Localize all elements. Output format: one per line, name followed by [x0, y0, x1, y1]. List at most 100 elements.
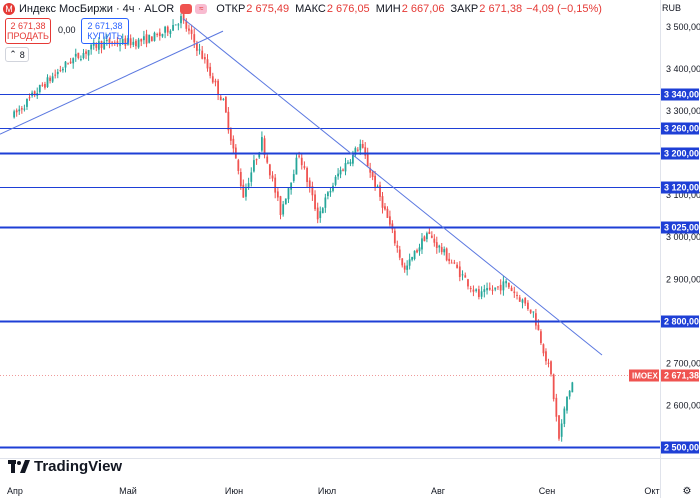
candle-body — [438, 245, 441, 248]
tradingview-logo-icon — [8, 459, 30, 473]
x-tick-label: Окт — [644, 486, 659, 496]
candle-body — [349, 161, 352, 164]
level-price-label: 3 200,00 — [664, 149, 699, 159]
candle-body — [148, 34, 151, 43]
candle-body — [435, 242, 438, 248]
candle-body — [513, 291, 516, 294]
candle-body — [552, 374, 555, 400]
candle-body — [440, 247, 443, 253]
candle-body — [268, 164, 271, 176]
candle-body — [379, 185, 381, 197]
trendline[interactable] — [0, 30, 224, 135]
candle-body — [521, 299, 524, 303]
candle-body — [209, 66, 212, 76]
candle-body — [499, 284, 502, 291]
candle-body — [384, 206, 386, 210]
candle-body — [219, 96, 222, 101]
candle-body — [87, 49, 90, 56]
candle-body — [467, 279, 469, 287]
level-price-tag — [661, 147, 699, 160]
candle-body — [79, 59, 82, 61]
candle-body — [354, 148, 357, 155]
high-value: 2 676,05 — [326, 3, 370, 15]
candle-body — [258, 152, 261, 158]
close-value: 2 671,38 — [479, 3, 523, 15]
settings-gear-icon[interactable]: ⚙ — [683, 486, 692, 497]
candle-body — [524, 297, 527, 304]
candle-body — [67, 63, 69, 65]
trendline[interactable] — [182, 18, 603, 356]
candle-body — [430, 235, 433, 238]
candle-body — [137, 39, 140, 48]
market-closed-icon[interactable]: ≈ — [195, 4, 208, 14]
candle-body — [339, 169, 342, 175]
candle-body — [198, 49, 201, 51]
candle-body — [227, 111, 230, 131]
chevron-up-icon: ⌃ — [9, 49, 17, 59]
candle-body — [461, 274, 464, 276]
candle-body — [491, 289, 494, 291]
candle-body — [180, 16, 182, 24]
candle-body — [217, 80, 219, 95]
candle-body — [140, 38, 143, 42]
level-price-tag — [661, 88, 699, 101]
change-value: −4,09 (−0,15%) — [526, 3, 602, 15]
brand-name: TradingView — [34, 458, 123, 475]
candle-body — [23, 108, 26, 110]
candle-body — [46, 77, 49, 87]
candle-body — [534, 313, 537, 326]
candle-body — [116, 41, 119, 45]
high-label: МАКС — [295, 3, 326, 15]
candle-body — [153, 32, 156, 41]
x-tick-label: Июн — [225, 486, 243, 496]
candle-body — [361, 143, 364, 148]
candle-body — [529, 309, 532, 313]
y-tick-label: 2 600,00 — [666, 400, 700, 410]
candle-body — [201, 50, 204, 59]
candle-body — [132, 41, 135, 45]
buy-label: КУПИТЬ — [87, 31, 123, 41]
candle-body — [255, 159, 258, 161]
candle-body — [571, 382, 574, 393]
candle-body — [497, 286, 499, 288]
candle-body — [295, 157, 298, 175]
candle-body — [271, 175, 274, 179]
candle-body — [540, 331, 542, 344]
candle-body — [406, 265, 409, 270]
candle-body — [150, 36, 153, 42]
candle-body — [486, 288, 488, 291]
candle-body — [408, 259, 411, 266]
buy-button[interactable]: 2 671,38 КУПИТЬ — [81, 18, 129, 44]
candle-body — [469, 288, 472, 290]
currency-selector[interactable]: RUB — [662, 3, 682, 13]
candle-body — [555, 397, 558, 417]
candle-body — [391, 223, 394, 230]
candle-body — [290, 182, 293, 190]
tradingview-logo[interactable]: TradingView — [8, 458, 122, 475]
candle-body — [156, 34, 159, 36]
candle-body — [28, 97, 31, 99]
candle-body — [82, 53, 85, 59]
symbol-title[interactable]: Индекс МосБиржи · 4ч · ALOR — [19, 3, 175, 15]
candle-body — [250, 172, 253, 182]
indicators-count: 8 — [19, 49, 25, 60]
candle-body — [494, 287, 497, 290]
y-tick-label: 3 500,00 — [666, 22, 700, 32]
sell-price: 2 671,38 — [10, 21, 46, 31]
low-label: МИН — [375, 3, 401, 15]
candle-body — [416, 250, 418, 253]
candle-body — [64, 61, 67, 68]
candle-body — [332, 185, 334, 191]
candle-body — [450, 262, 453, 264]
candle-body — [193, 34, 196, 43]
candle-body — [413, 250, 416, 260]
sell-button[interactable]: 2 671,38 ПРОДАТЬ — [5, 18, 51, 44]
candle-body — [445, 248, 448, 261]
level-price-tag — [661, 315, 699, 328]
candle-body — [274, 177, 277, 193]
indicators-toggle[interactable]: ⌃ 8 — [5, 47, 29, 62]
candle-body — [41, 84, 44, 86]
candle-body — [403, 265, 406, 270]
candle-body — [411, 257, 413, 260]
